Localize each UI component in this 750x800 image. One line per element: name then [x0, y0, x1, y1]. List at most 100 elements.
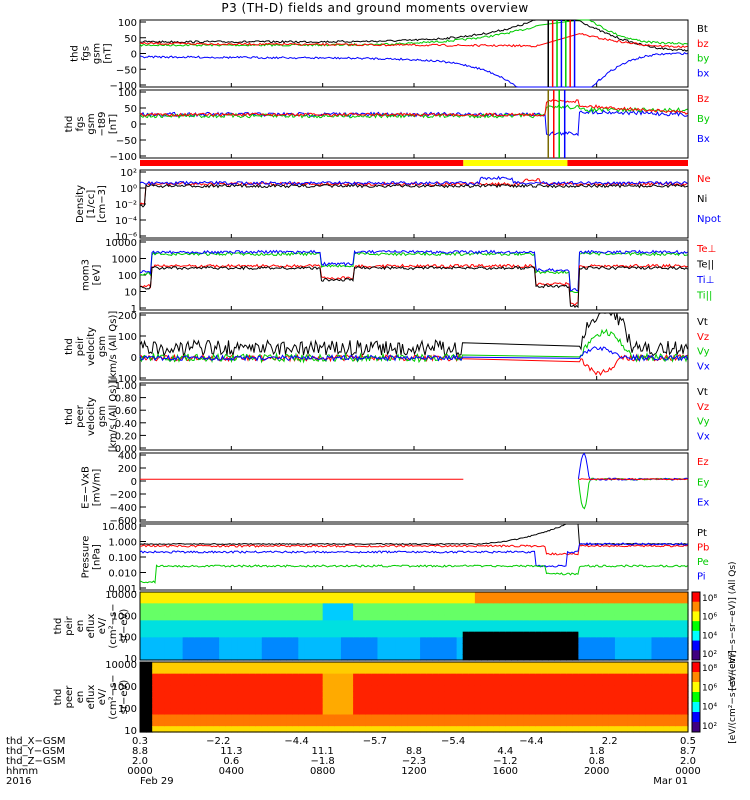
- ytick-label: 10: [124, 726, 137, 737]
- spec-cell: [493, 643, 500, 650]
- spec-cell: [480, 609, 488, 616]
- spec-cell: [219, 673, 226, 681]
- spec-cell: [395, 691, 403, 698]
- spec-cell: [407, 626, 415, 633]
- trace-bz: [139, 33, 688, 48]
- spec-cell: [547, 637, 555, 644]
- spec-cell: [541, 654, 549, 661]
- spec-cell: [292, 679, 299, 686]
- spec-cell: [395, 614, 403, 621]
- spec-cell: [249, 726, 257, 733]
- spec-cell: [389, 662, 397, 669]
- spec-cell: [401, 648, 409, 655]
- spec-cell: [499, 620, 506, 627]
- spec-cell: [645, 697, 653, 704]
- spec-cell: [225, 685, 232, 692]
- spec-cell: [225, 726, 232, 733]
- spec-cell: [347, 691, 354, 698]
- spec-cell: [438, 648, 446, 655]
- spec-cell: [645, 673, 653, 681]
- spec-cell: [590, 691, 598, 698]
- spec-cell: [669, 597, 677, 604]
- spec-cell: [529, 654, 537, 661]
- footer-row-label: 2016: [6, 776, 31, 787]
- spec-cell: [140, 603, 147, 610]
- spec-cell: [286, 626, 293, 633]
- spec-cell: [359, 702, 366, 710]
- spec-cell: [206, 708, 214, 716]
- spec-cell: [645, 631, 653, 638]
- spec-cell: [340, 667, 348, 675]
- spec-cell: [383, 714, 391, 721]
- spec-cell: [602, 648, 610, 655]
- spec-cell: [432, 643, 439, 650]
- footer-value: 11.1: [312, 746, 334, 757]
- spec-cell: [517, 662, 525, 669]
- spec-cell: [243, 691, 251, 698]
- spec-cell: [158, 685, 165, 692]
- spec-cell: [657, 637, 665, 644]
- spec-cell: [614, 592, 622, 599]
- spec-cell: [535, 726, 543, 733]
- panel-frame: [139, 312, 689, 381]
- spec-cell: [651, 667, 659, 675]
- ytick-label: 10.000: [102, 522, 137, 533]
- spec-cell: [188, 679, 196, 686]
- spec-cell: [584, 720, 592, 727]
- colorbar-band: [692, 621, 700, 632]
- spec-cell: [249, 654, 257, 661]
- spec-cell: [657, 691, 665, 698]
- colorbar-tick: 10⁶: [702, 683, 717, 693]
- spec-cell: [547, 620, 555, 627]
- spec-cell: [371, 637, 379, 644]
- spec-cell: [584, 592, 592, 599]
- spec-cell: [493, 673, 500, 681]
- spec-cell: [535, 637, 543, 644]
- spec-cell: [535, 679, 543, 686]
- colorbar-band: [692, 662, 700, 673]
- spec-cell: [213, 720, 220, 727]
- spec-cell: [487, 648, 494, 655]
- spec-cell: [316, 720, 324, 727]
- spec-cell: [176, 714, 184, 721]
- spec-cell: [468, 592, 476, 599]
- spec-cell: [505, 597, 513, 604]
- spec-cell: [176, 673, 184, 681]
- spec-cell: [535, 643, 543, 650]
- spec-cell: [468, 726, 476, 733]
- spec-cell: [182, 614, 190, 621]
- spec-cell: [219, 614, 226, 621]
- spec-cell: [669, 679, 677, 686]
- spec-cell: [407, 648, 415, 655]
- spec-cell: [200, 614, 208, 621]
- spec-cell: [158, 662, 165, 669]
- spec-cell: [395, 648, 403, 655]
- spec-cell: [456, 720, 464, 727]
- spec-cell: [627, 626, 634, 633]
- ytick-label: −100: [110, 374, 137, 385]
- spec-cell: [566, 609, 573, 616]
- spec-cell: [517, 592, 525, 599]
- spec-cell: [261, 679, 269, 686]
- spec-cell: [158, 626, 165, 633]
- colorbar-band: [692, 702, 700, 713]
- spec-cell: [663, 592, 671, 599]
- spec-cell: [237, 614, 245, 621]
- spec-cell: [657, 609, 665, 616]
- spec-cell: [182, 679, 190, 686]
- spec-cell: [529, 592, 537, 599]
- spec-cell: [158, 726, 165, 733]
- spec-cell: [328, 679, 336, 686]
- spec-cell: [651, 691, 659, 698]
- spec-cell: [273, 620, 281, 627]
- spec-cell: [438, 697, 446, 704]
- spec-cell: [590, 592, 598, 599]
- spec-cell: [657, 620, 665, 627]
- spec-cell: [280, 662, 287, 669]
- spec-cell: [225, 609, 232, 616]
- legend-Pi: Pi: [697, 572, 706, 583]
- footer-row-label: thd_Y−GSM: [6, 746, 65, 757]
- spec-cell: [140, 726, 147, 733]
- spec-cell: [213, 708, 220, 716]
- spec-cell: [444, 679, 452, 686]
